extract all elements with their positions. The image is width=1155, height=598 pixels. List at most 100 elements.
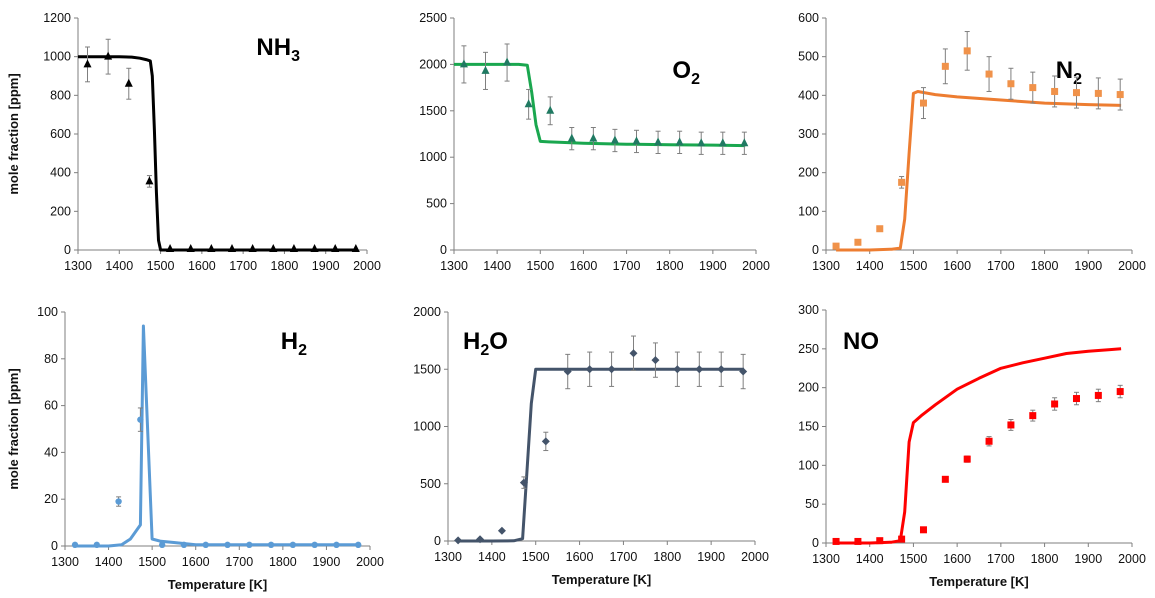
chart-panel-5: 0 500 1000 1500 2000 1300 1400 1500 1600 1700 1800… <box>413 305 769 587</box>
data-point <box>1116 91 1124 99</box>
data-point <box>333 541 340 549</box>
data-point <box>1072 89 1080 97</box>
x-tick-label: 1500 <box>522 550 550 564</box>
x-tick-label: 1300 <box>51 555 79 569</box>
x-tick-label: 2000 <box>356 555 384 569</box>
chart-panel-6: 0 50 100 150 200 250 300 1300 1400 1500 1600 1700 18… <box>798 303 1146 589</box>
data-point <box>104 51 113 60</box>
y-tick-label: 400 <box>50 166 71 180</box>
data-point <box>115 498 122 505</box>
x-tick-label: 1600 <box>566 550 594 564</box>
data-point <box>854 238 862 246</box>
data-point <box>355 541 362 549</box>
x-tick-label: 1500 <box>138 555 166 569</box>
chart-panel-1: 0 200 400 600 800 1000 1200 1300 1400 1500 1600 170… <box>6 11 381 273</box>
data-point <box>1051 400 1059 408</box>
y-tick-label: 40 <box>44 445 58 459</box>
x-tick-label: 1900 <box>1074 552 1102 566</box>
x-tick-label: 1500 <box>900 552 928 566</box>
model-line <box>454 62 746 148</box>
chart-panel-2: 0 500 1000 1500 2000 2500 1300 1400 1500 1600 1700… <box>419 11 770 273</box>
species-label: O2 <box>672 57 700 88</box>
data-point <box>941 62 949 70</box>
species-tail: O <box>489 328 508 355</box>
species-main: H <box>463 328 480 355</box>
data-point <box>481 65 490 74</box>
x-tick-label: 1300 <box>812 259 840 273</box>
x-tick-label: 1700 <box>987 552 1015 566</box>
data-point <box>289 244 298 253</box>
data-point <box>919 526 927 534</box>
data-point <box>695 365 704 374</box>
data-point <box>718 138 727 147</box>
data-point <box>610 135 619 144</box>
data-point <box>675 137 684 146</box>
data-point <box>629 349 638 358</box>
data-point <box>1029 84 1037 92</box>
species-label: NO <box>843 328 879 355</box>
y-tick-label: 200 <box>50 204 71 218</box>
species-subscript: 3 <box>291 48 300 65</box>
y-tick-label: 1000 <box>419 150 447 164</box>
x-tick-label: 1500 <box>900 259 928 273</box>
species-main: O <box>672 57 691 84</box>
x-tick-label: 1600 <box>570 259 598 273</box>
y-tick-label: 1000 <box>413 420 441 434</box>
y-tick-label: 50 <box>805 497 819 511</box>
data-point <box>898 178 906 186</box>
data-point <box>1007 80 1015 88</box>
data-point <box>476 535 485 544</box>
data-point <box>832 537 840 545</box>
species-subscript: 2 <box>480 342 489 359</box>
data-point <box>1051 87 1059 95</box>
x-tick-label: 2000 <box>1118 259 1146 273</box>
model-line <box>78 55 357 252</box>
x-axis-title: Temperature [K] <box>552 572 651 587</box>
data-point <box>246 541 253 549</box>
model-line <box>836 90 1122 252</box>
species-main: N <box>1056 57 1073 84</box>
y-tick-label: 500 <box>798 50 819 64</box>
data-point <box>673 365 682 374</box>
data-point <box>1072 395 1080 403</box>
species-label: N2 <box>1056 57 1082 88</box>
y-axis-title: mole fraction [ppm] <box>6 368 21 489</box>
data-point <box>985 70 993 78</box>
y-tick-label: 1000 <box>43 50 71 64</box>
data-point <box>585 365 594 374</box>
y-tick-label: 800 <box>50 88 71 102</box>
data-point <box>563 367 572 376</box>
data-point <box>697 138 706 147</box>
y-tick-label: 500 <box>426 197 447 211</box>
data-point <box>1007 421 1015 429</box>
data-point <box>876 225 884 233</box>
data-point <box>524 99 533 108</box>
y-tick-label: 300 <box>798 127 819 141</box>
y-tick-label: 300 <box>798 303 819 317</box>
species-subscript: 2 <box>298 342 307 359</box>
species-label: H2 <box>281 328 307 359</box>
y-tick-label: 2000 <box>419 57 447 71</box>
data-point <box>311 541 318 549</box>
data-point <box>71 541 79 549</box>
x-tick-label: 1400 <box>95 555 123 569</box>
data-point <box>717 365 726 374</box>
data-point <box>941 475 949 483</box>
data-point <box>93 541 101 549</box>
x-tick-label: 1700 <box>613 259 641 273</box>
data-point <box>145 176 154 185</box>
data-point <box>83 59 92 68</box>
data-point <box>202 541 209 549</box>
x-tick-label: 1500 <box>147 259 175 273</box>
y-tick-label: 1500 <box>413 362 441 376</box>
x-tick-label: 1900 <box>1074 259 1102 273</box>
data-point <box>124 78 133 87</box>
species-subscript: 2 <box>1073 71 1082 88</box>
data-point <box>224 541 231 549</box>
data-point <box>541 437 550 446</box>
data-point <box>1094 89 1102 97</box>
x-tick-label: 1800 <box>653 550 681 564</box>
data-point <box>632 136 641 145</box>
y-tick-label: 150 <box>798 420 819 434</box>
x-tick-label: 1700 <box>610 550 638 564</box>
